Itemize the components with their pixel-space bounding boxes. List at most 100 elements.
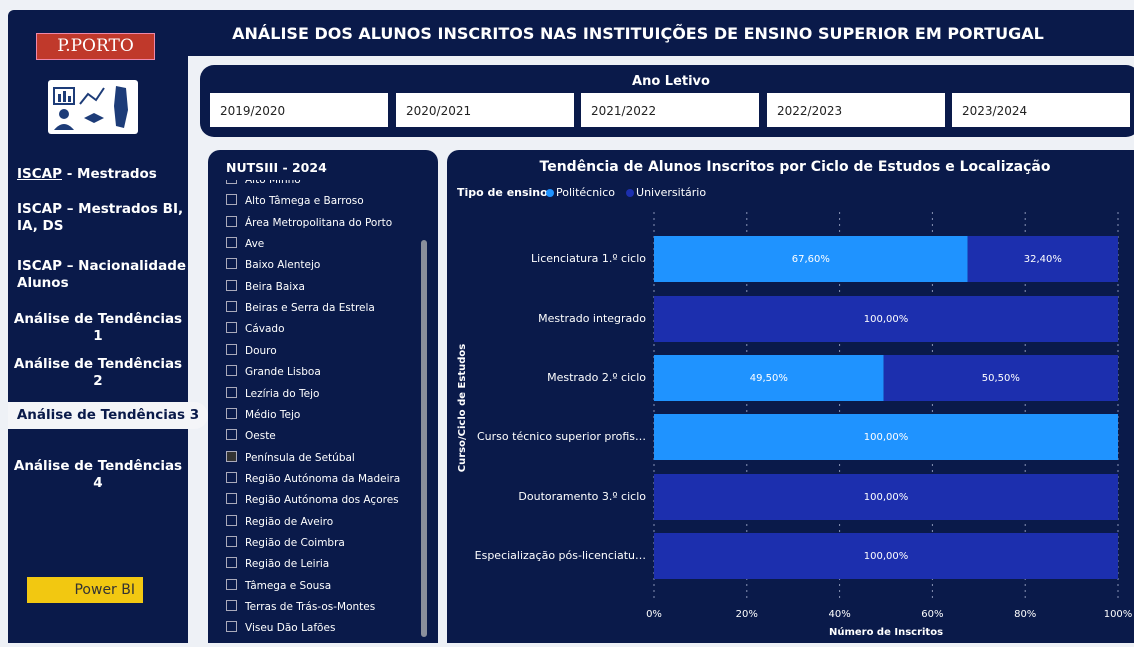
checkbox[interactable] [226, 578, 237, 590]
data-label: 49,50% [750, 373, 788, 384]
chart: Tendência de Alunos Inscritos por Ciclo … [457, 159, 1132, 638]
option-label: Beiras e Serra da Estrela [245, 302, 375, 315]
x-axis-title: Número de Inscritos [829, 626, 943, 638]
checkbox[interactable] [226, 600, 237, 611]
x-tick-label: 60% [921, 609, 943, 620]
slicer-option[interactable]: Península de Setúbal [226, 450, 355, 466]
checkbox[interactable] [226, 194, 237, 206]
slicer-option[interactable]: Região de Leiria [226, 556, 329, 572]
logo: P.PORTO [36, 33, 155, 60]
data-label: 100,00% [864, 492, 909, 503]
checkbox[interactable] [226, 429, 237, 441]
slicer-option[interactable]: Beiras e Serra da Estrela [226, 300, 375, 316]
x-tick-label: 0% [646, 609, 662, 620]
legend-dot [626, 189, 635, 197]
data-label: 100,00% [864, 551, 909, 562]
header: ANÁLISE DOS ALUNOS INSCRITOS NAS INSTITU… [188, 10, 1134, 56]
scrollbar[interactable] [421, 240, 427, 637]
checkbox[interactable] [226, 343, 237, 355]
slicer-option[interactable]: Beira Baixa [226, 279, 305, 295]
checkbox[interactable] [226, 386, 237, 398]
x-tick-label: 40% [828, 609, 850, 620]
year-option[interactable]: 2019/2020 [210, 93, 388, 127]
option-label: Grande Lisboa [245, 366, 321, 379]
menu-item[interactable]: Análise de Tendências 4 [13, 458, 183, 491]
y-axis-title: Curso/Ciclo de Estudos [457, 344, 468, 472]
slicer-option[interactable]: Tâmega e Sousa [226, 578, 331, 594]
checkbox[interactable] [226, 621, 237, 633]
checkbox[interactable] [226, 557, 237, 569]
option-label: Viseu Dão Lafões [245, 622, 336, 635]
option-label: Lezíria do Tejo [245, 387, 320, 400]
bar-segment [654, 474, 1118, 520]
slicer-title: NUTSIII - 2024 [226, 160, 327, 175]
menu-item[interactable]: ISCAP – Nacionalidade Alunos [17, 258, 187, 291]
checkbox[interactable] [226, 180, 237, 184]
menu-item[interactable]: ISCAP – Mestrados BI, IA, DS [17, 201, 184, 234]
slicer-option[interactable]: Baixo Alentejo [226, 257, 320, 273]
option-label: Cávado [245, 323, 285, 336]
checkbox[interactable] [226, 493, 237, 505]
menu-item[interactable]: Análise de Tendências 1 [13, 311, 183, 344]
year-option[interactable]: 2020/2021 [396, 93, 574, 127]
menu-item[interactable]: Análise de Tendências 2 [13, 356, 183, 389]
option-label: Região Autónoma dos Açores [245, 494, 399, 507]
option-label: Beira Baixa [245, 280, 305, 293]
option-label: Médio Tejo [245, 408, 301, 421]
slicer-option[interactable]: Região Autónoma dos Açores [226, 492, 399, 508]
slicer-option[interactable]: Alto Minho [226, 174, 301, 188]
slicer-option[interactable]: Oeste [226, 428, 276, 444]
slicer-option[interactable]: Douro [226, 343, 277, 359]
menu-item-selected[interactable]: Análise de Tendências 3 [8, 402, 208, 429]
checkbox[interactable] [226, 322, 237, 334]
slicer-option[interactable]: Viseu Dão Lafões [226, 620, 335, 636]
slicer-option[interactable]: Área Metropolitana do Porto [226, 215, 392, 231]
logo-icon [48, 80, 138, 134]
data-label: 50,50% [982, 373, 1020, 384]
slicer-option[interactable]: Cávado [226, 321, 285, 337]
checkbox[interactable] [226, 450, 237, 462]
legend-title: Tipo de ensino [457, 186, 548, 199]
option-label: Região de Aveiro [245, 515, 334, 528]
checkbox[interactable] [226, 365, 237, 377]
checkbox[interactable] [226, 407, 237, 419]
slicer-option[interactable]: Lezíria do Tejo [226, 386, 319, 402]
legend-dot [546, 189, 554, 197]
year-option[interactable]: 2021/2022 [581, 93, 759, 127]
legend-label: Universitário [636, 186, 706, 199]
year-option[interactable]: 2023/2024 [952, 93, 1130, 127]
y-tick-label: Mestrado 2.º ciclo [547, 371, 646, 384]
nuts-slicer: NUTSIII - 2024 [208, 150, 438, 643]
powerbi-button[interactable]: Power BI [27, 577, 143, 603]
checkbox[interactable] [226, 258, 237, 270]
option-label: Tâmega e Sousa [245, 579, 332, 592]
slicer-option[interactable]: Médio Tejo [226, 407, 300, 423]
option-label: Baixo Alentejo [245, 259, 321, 272]
option-label: Alto Minho [245, 174, 301, 186]
slicer-title: Ano Letivo [632, 74, 710, 89]
slicer-option[interactable]: Região Autónoma da Madeira [226, 471, 400, 487]
checkbox[interactable] [226, 301, 237, 313]
option-label: Alto Tâmega e Barroso [245, 195, 364, 208]
bar-segment [654, 236, 968, 282]
slicer-option[interactable]: Região de Coimbra [226, 535, 345, 551]
checkbox[interactable] [226, 215, 237, 227]
slicer-option[interactable]: Terras de Trás-os-Montes [226, 599, 375, 615]
y-tick-label: Especialização pós-licenciatu… [475, 549, 646, 562]
menu-item[interactable]: ISCAP - Mestrados [17, 166, 157, 182]
checkbox[interactable] [226, 237, 237, 249]
checkbox[interactable] [226, 471, 237, 483]
checkbox[interactable] [226, 535, 237, 547]
option-label: Área Metropolitana do Porto [245, 216, 393, 229]
checkbox[interactable] [226, 514, 237, 526]
slicer-option[interactable]: Grande Lisboa [226, 364, 321, 380]
slicer-option[interactable]: Região de Aveiro [226, 514, 333, 530]
data-label: 67,60% [792, 254, 830, 265]
x-tick-label: 80% [1014, 609, 1036, 620]
year-option[interactable]: 2022/2023 [767, 93, 945, 127]
slicer-option[interactable]: Alto Tâmega e Barroso [226, 193, 364, 209]
checkbox[interactable] [226, 279, 237, 291]
slicer-option[interactable]: Ave [226, 236, 264, 252]
bar-segment [654, 355, 884, 401]
